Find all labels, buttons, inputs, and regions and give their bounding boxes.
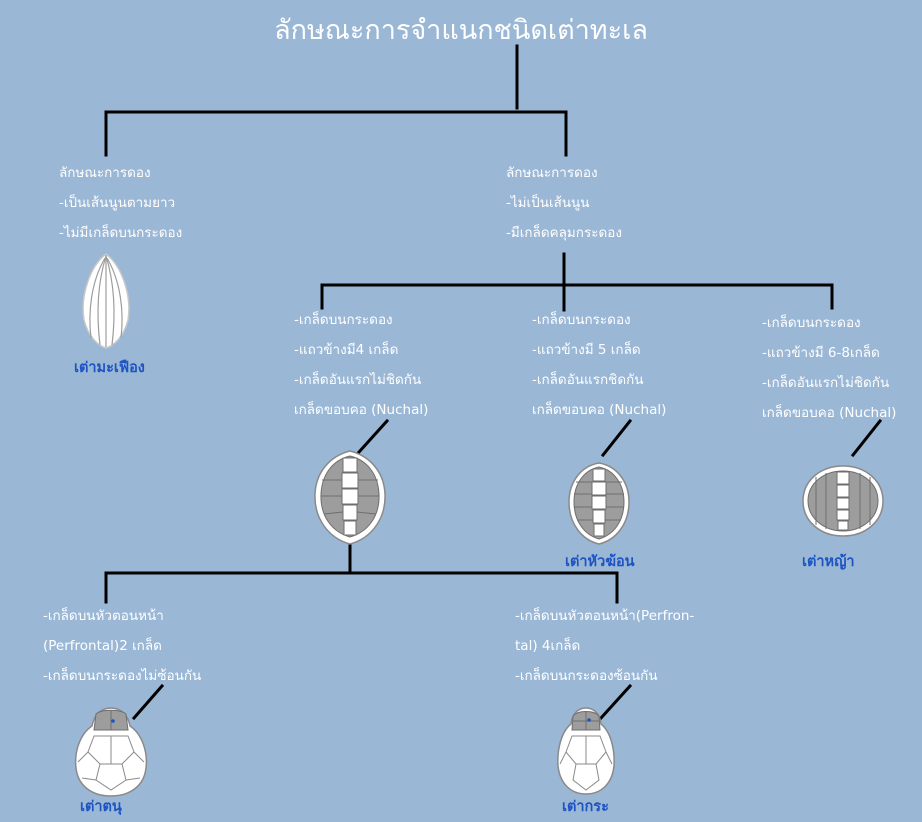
species-label-olive-ridley: เต่าหญ้า [802,554,855,570]
branch-mid-b-text: -เกล็ดบนกระดอง -แถวข้างมี 5 เกล็ด -เกล็ด… [532,305,666,425]
text-line: -เกล็ดบนหัวตอนหน้า(Perfron- [515,608,695,624]
text-line: -ไม่มีเกล็ดบนกระดอง [59,225,183,241]
leatherback-shell-icon [82,253,130,349]
hawksbill-shell-icon [802,465,884,537]
text-line: -เกล็ดบนกระดอง [762,315,861,331]
text-line: -ไม่เป็นเส้นนูน [506,195,590,211]
pointer-low-b [598,683,633,721]
text-line: -เกล็ดบนหัวตอนหน้า [43,608,164,624]
pointer-c [850,418,883,458]
text-line: -เกล็ดอันแรกไม่ชิดกัน [762,375,890,391]
branch-low-a-text: -เกล็ดบนหัวตอนหน้า (Perfrontal)2 เกล็ด -… [43,601,201,691]
text-line: -เกล็ดอันแรกชิดกัน [532,372,644,388]
shell-icon [314,450,386,545]
text-line: -มีเกล็ดคลุมกระดอง [506,225,622,241]
text-line: เกล็ดขอบคอ (Nuchal) [762,405,897,421]
green-turtle-head-icon [74,707,148,797]
hawksbill-head-icon [557,707,615,795]
text-line: -แถวข้างมี4 เกล็ด [294,342,399,358]
text-line: ลักษณะการดอง [59,165,151,181]
branch-right-text: ลักษณะการดอง -ไม่เป็นเส้นนูน -มีเกล็ดคลุ… [506,158,622,248]
text-line: -แถวข้างมี 5 เกล็ด [532,342,641,358]
branch-mid-c-text: -เกล็ดบนกระดอง -แถวข้างมี 6-8เกล็ด -เกล็… [762,308,896,428]
species-label-loggerhead: เต่าหัวฆ้อน [565,554,635,570]
species-label-hawksbill: เต่ากระ [562,799,609,815]
branch-mid-a-text: -เกล็ดบนกระดอง -แถวข้างมี4 เกล็ด -เกล็ดอ… [294,305,428,425]
text-line: ลักษณะการดอง [506,165,598,181]
branch-low-b-text: -เกล็ดบนหัวตอนหน้า(Perfron- tal) 4เกล็ด … [515,601,694,691]
text-line: -เป็นเส้นนูนตามยาว [59,195,176,211]
text-line: เกล็ดขอบคอ (Nuchal) [532,402,667,418]
text-line: (Perfrontal)2 เกล็ด [43,638,162,654]
text-line: -เกล็ดบนกระดอง [294,312,393,328]
text-line: -เกล็ดบนกระดอง [532,312,631,328]
text-line: -เกล็ดอันแรกไม่ชิดกัน [294,372,422,388]
species-label-green-turtle: เต่าตนุ [80,799,122,815]
pointer-a [356,418,390,455]
pointer-b [600,418,633,458]
text-line: เกล็ดขอบคอ (Nuchal) [294,402,429,418]
text-line: tal) 4เกล็ด [515,638,581,654]
text-line: -เกล็ดบนกระดองซ้อนกัน [515,668,658,684]
branch-left-text: ลักษณะการดอง -เป็นเส้นนูนตามยาว -ไม่มีเก… [59,158,182,248]
pointer-low-a [131,683,165,721]
diagram-title: ลักษณะการจำแนกชนิดเต่าทะเล [274,15,648,46]
text-line: -เกล็ดบนกระดองไม่ซ้อนกัน [43,668,202,684]
loggerhead-shell-icon [568,462,630,545]
species-label-leatherback: เต่ามะเฟือง [74,360,145,376]
text-line: -แถวข้างมี 6-8เกล็ด [762,345,880,361]
